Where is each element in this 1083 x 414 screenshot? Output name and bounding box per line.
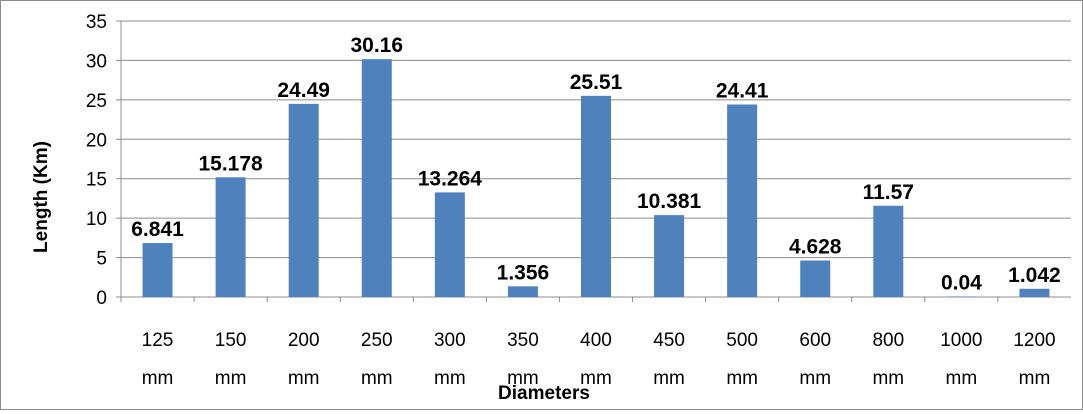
data-label: 11.57 — [863, 181, 914, 204]
x-axis-category-label: 1000 — [940, 330, 982, 351]
x-axis-category-label: 125 — [142, 330, 174, 351]
y-axis-tick-label: 35 — [86, 12, 107, 33]
bar — [215, 177, 246, 297]
x-axis-category-label: 600 — [799, 330, 831, 351]
data-label: 0.04 — [941, 272, 982, 295]
bar — [873, 205, 904, 297]
x-axis-category-unit: mm — [142, 368, 174, 389]
x-axis-category-unit: mm — [215, 368, 247, 389]
x-axis-category-unit: mm — [434, 368, 466, 389]
data-label: 24.49 — [277, 79, 330, 102]
data-label: 10.381 — [637, 190, 702, 213]
data-label: 4.628 — [789, 236, 842, 259]
bar — [361, 59, 392, 298]
x-axis-category-label: 400 — [580, 330, 612, 351]
bar — [727, 104, 758, 298]
bars — [142, 59, 1050, 298]
bar — [1019, 288, 1050, 297]
x-axis-category-label: 1200 — [1013, 330, 1055, 351]
x-axis-category-label: 800 — [872, 330, 904, 351]
x-axis-category-label: 500 — [726, 330, 758, 351]
bar — [581, 95, 611, 298]
data-label: 1.042 — [1008, 264, 1061, 287]
x-axis-category-unit: mm — [1019, 368, 1051, 389]
bar — [654, 215, 685, 297]
data-label: 25.51 — [570, 71, 623, 94]
bar — [288, 103, 319, 297]
x-axis-category-unit: mm — [507, 368, 539, 389]
x-axis-category-unit: mm — [361, 368, 393, 389]
data-label: 15.178 — [198, 152, 263, 175]
x-axis-category-label: 200 — [288, 330, 320, 351]
data-label: 6.841 — [131, 218, 184, 241]
y-axis-tick-label: 30 — [86, 51, 107, 72]
x-axis-title: Diameters — [498, 383, 590, 404]
x-axis-category-label: 150 — [215, 330, 247, 351]
x-axis-category-labels: 125 mm 150 mm 200 mm 250 mm 300 mm 350 mm 400 mm 450 mm… — [142, 330, 1056, 389]
x-axis-category-unit: mm — [580, 368, 612, 389]
data-labels: 6.841 15.178 24.49 30.16 13.264 1.356 25.51 10.… — [131, 34, 1060, 295]
y-axis-title: Length (Km) — [31, 141, 52, 253]
data-label: 13.264 — [418, 167, 483, 190]
y-axis-tick-labels: 0 5 10 15 20 25 30 35 — [86, 12, 107, 309]
x-axis-category-unit: mm — [288, 368, 320, 389]
y-axis-tick-label: 0 — [96, 288, 107, 309]
x-axis-category-label: 250 — [361, 330, 393, 351]
x-axis-category-label: 300 — [434, 330, 466, 351]
data-label: 30.16 — [350, 34, 403, 57]
data-label: 1.356 — [497, 261, 550, 284]
x-axis-category-unit: mm — [653, 368, 685, 389]
bar — [800, 260, 831, 297]
y-axis-tick-label: 5 — [96, 249, 107, 270]
data-label: 24.41 — [716, 80, 769, 103]
bar — [142, 243, 173, 297]
y-axis-tick-label: 15 — [86, 170, 107, 191]
x-axis-category-label: 350 — [507, 330, 539, 351]
x-axis-category-unit: mm — [799, 368, 831, 389]
y-axis-tick-label: 25 — [86, 91, 107, 112]
bar — [507, 286, 538, 297]
bar — [434, 192, 465, 297]
x-axis-category-unit: mm — [872, 368, 904, 389]
y-axis-tick-label: 10 — [86, 209, 107, 230]
bar — [946, 296, 977, 297]
x-axis-category-unit: mm — [946, 368, 978, 389]
x-axis-category-unit: mm — [726, 368, 758, 389]
x-axis-category-label: 450 — [653, 330, 685, 351]
y-axis-tick-label: 20 — [86, 130, 107, 151]
